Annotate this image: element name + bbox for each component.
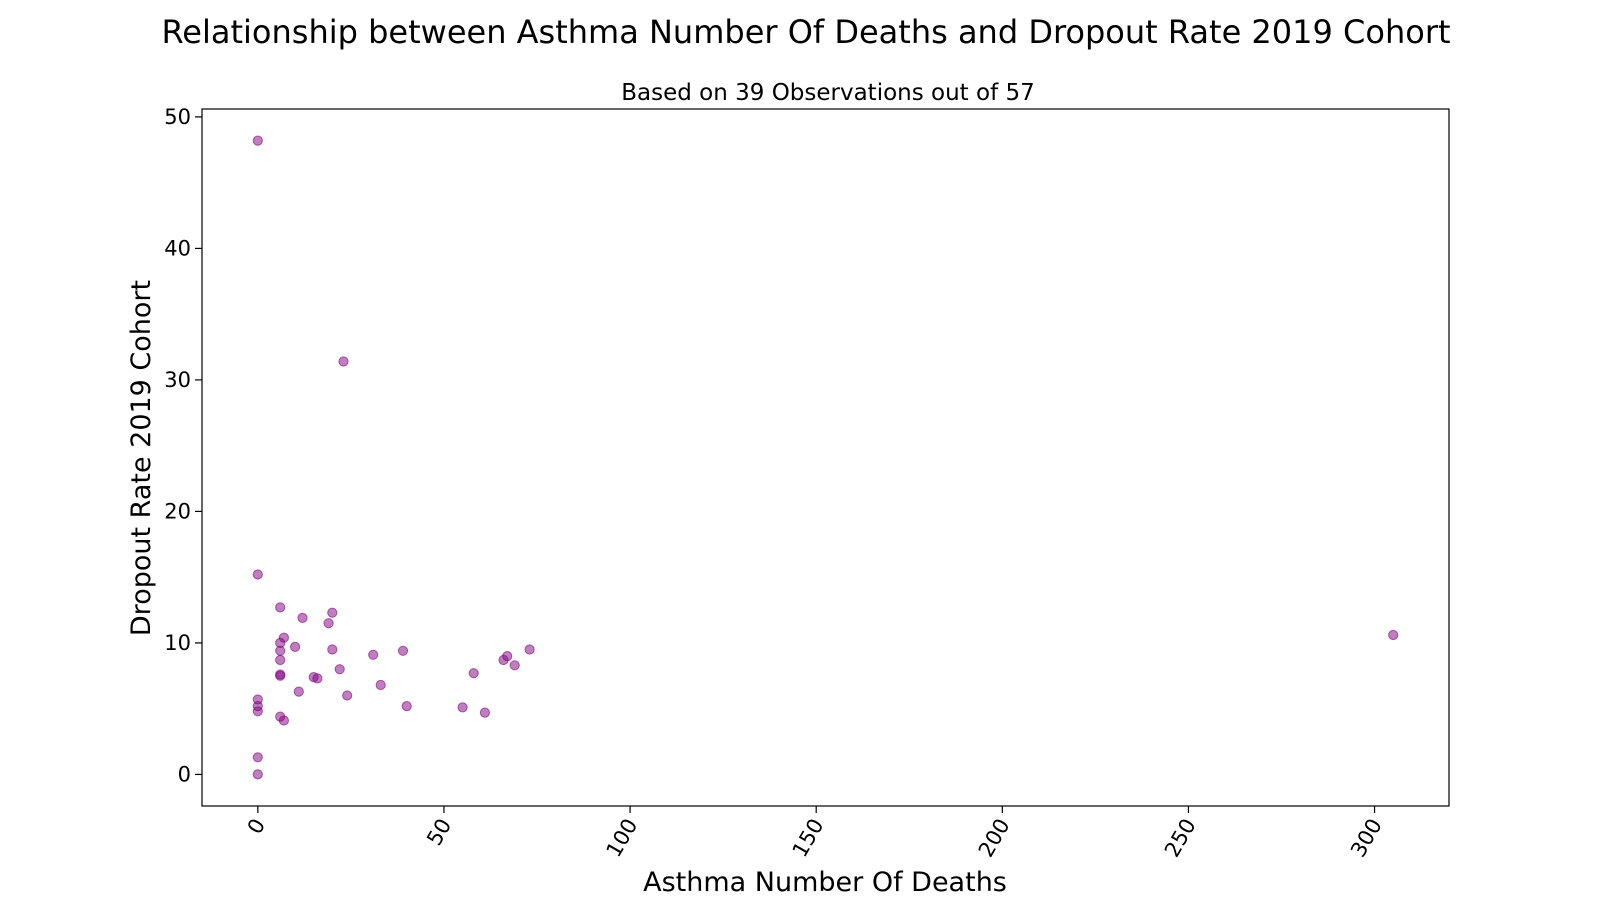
y-tick-label: 0 — [178, 762, 191, 786]
x-tick-label: 0 — [243, 815, 270, 839]
y-tick-label: 30 — [164, 368, 191, 392]
x-axis-label: Asthma Number Of Deaths — [643, 867, 1007, 898]
data-point — [479, 707, 490, 718]
x-tick-label: 100 — [602, 815, 643, 862]
data-point — [457, 702, 468, 713]
data-point — [293, 686, 304, 697]
data-point — [278, 632, 289, 643]
plot-area — [252, 135, 1399, 780]
y-tick-label: 40 — [164, 236, 191, 260]
y-axis: 0 10 20 30 40 50 — [164, 105, 202, 786]
data-point — [509, 660, 520, 671]
data-point — [502, 651, 513, 662]
data-point — [252, 769, 263, 780]
data-point — [252, 135, 263, 146]
data-point — [290, 641, 301, 653]
data-point — [252, 706, 263, 717]
data-point — [327, 607, 338, 618]
data-point — [327, 644, 338, 655]
data-point — [275, 645, 286, 656]
y-axis-label: Dropout Rate 2019 Cohort — [126, 280, 157, 636]
chart-title: Relationship between Asthma Number Of De… — [161, 13, 1450, 51]
data-point — [278, 715, 289, 726]
data-point — [368, 649, 379, 660]
data-point — [312, 673, 323, 684]
data-point — [397, 645, 409, 656]
x-tick-label: 200 — [974, 815, 1015, 862]
y-tick-label: 20 — [164, 499, 191, 523]
x-tick-label: 300 — [1346, 815, 1387, 862]
data-point — [275, 670, 286, 681]
x-tick-label: 50 — [422, 815, 456, 850]
x-tick-label: 150 — [788, 815, 829, 862]
data-point — [252, 569, 263, 580]
data-point — [275, 654, 286, 666]
y-tick-label: 50 — [164, 105, 191, 129]
data-point — [275, 602, 286, 613]
data-point — [342, 690, 353, 701]
chart-subtitle: Based on 39 Observations out of 57 — [621, 80, 1035, 106]
y-tick-label: 10 — [164, 631, 191, 655]
data-point — [375, 679, 386, 691]
x-tick-label: 250 — [1160, 815, 1201, 862]
data-point — [334, 664, 345, 675]
data-point — [323, 618, 334, 629]
data-point — [524, 644, 535, 655]
data-point — [338, 356, 349, 367]
data-point — [297, 612, 308, 624]
x-axis: 0 50 100 150 200 250 300 — [243, 806, 1387, 861]
data-point — [252, 752, 263, 763]
data-point — [401, 701, 412, 712]
data-point — [1388, 629, 1399, 641]
data-point — [468, 668, 479, 679]
plot-frame — [201, 108, 1450, 807]
